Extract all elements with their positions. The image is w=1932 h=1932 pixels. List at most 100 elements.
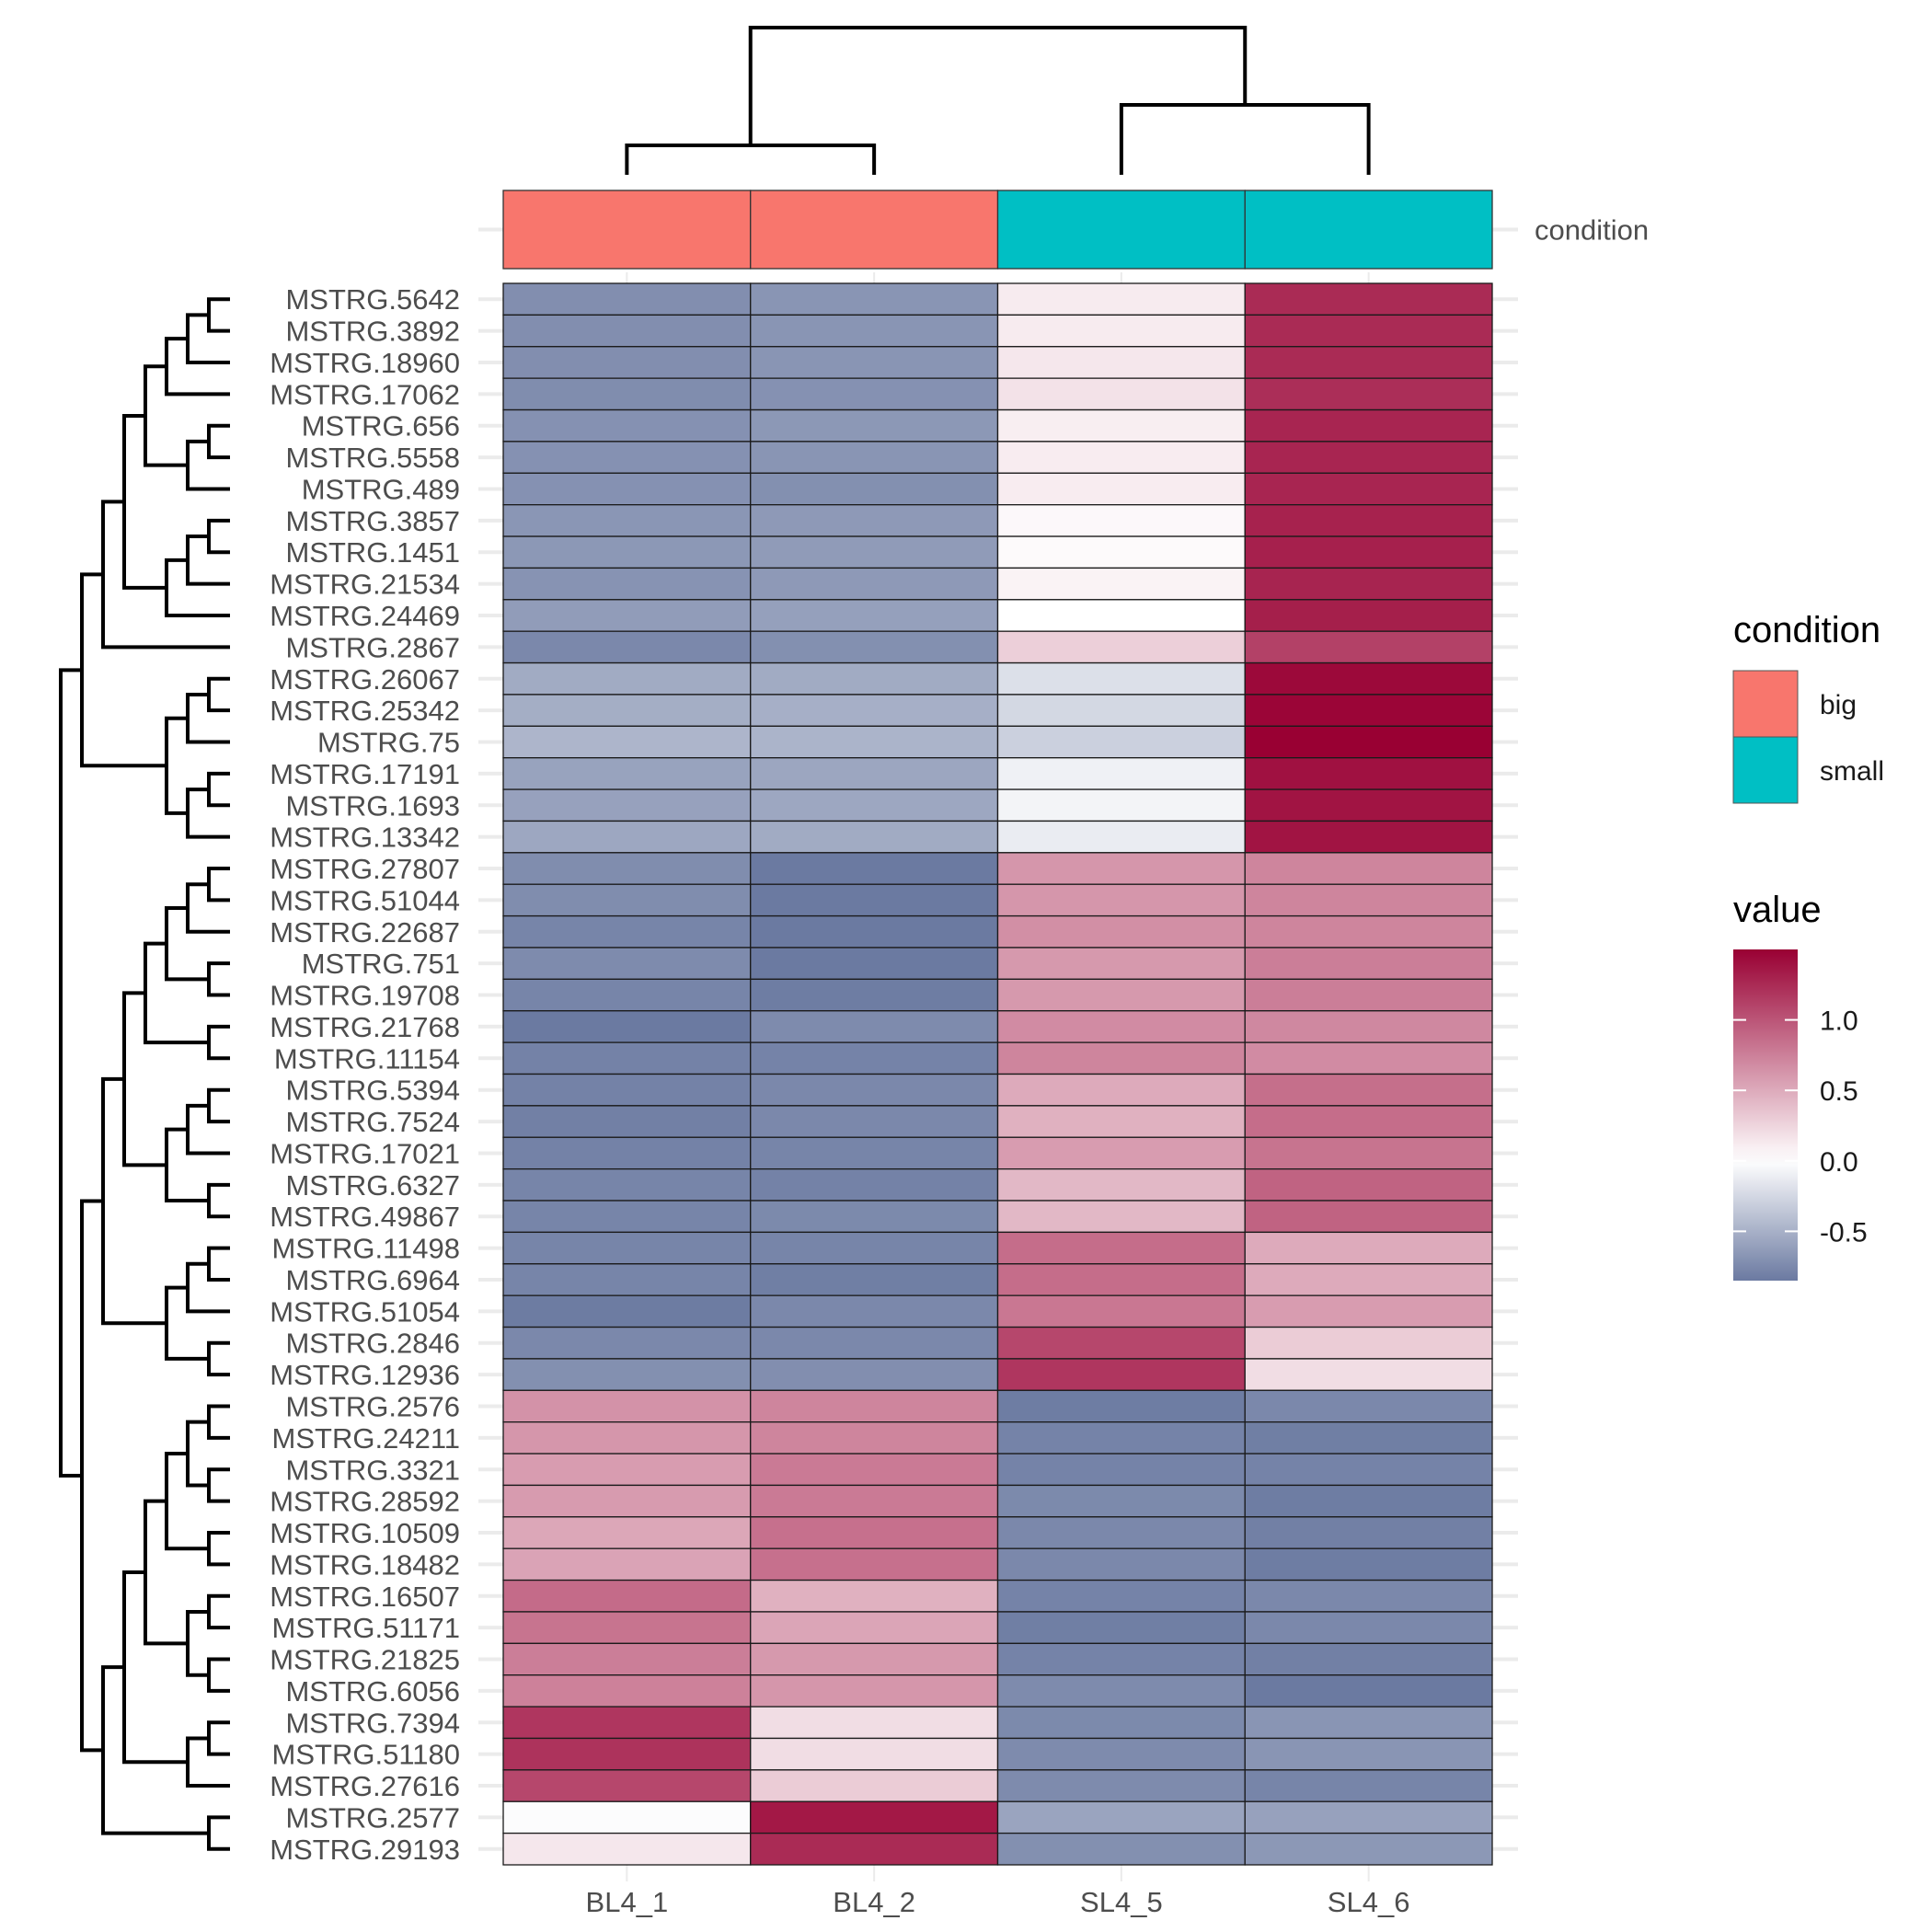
heatmap-cell [502,1105,752,1138]
heatmap-cell [1244,1136,1493,1170]
heatmap-cell [1244,725,1493,759]
row-label: MSTRG.11498 [272,1233,460,1265]
heatmap-cell [1244,346,1493,379]
row-label: MSTRG.5558 [285,442,460,474]
row-label: MSTRG.5642 [285,283,460,316]
heatmap-cell [750,1769,999,1802]
heatmap-cell [1244,504,1493,537]
condition-annotation-bar [502,190,1493,270]
heatmap-cell [1244,1800,1493,1834]
heatmap-cell [502,1453,752,1487]
heatmap-cell [502,947,752,981]
heatmap-cell [1244,978,1493,1012]
heatmap-cell [750,1484,999,1518]
heatmap-cell [996,1231,1246,1265]
heatmap-cell [1244,1453,1493,1487]
heatmap-cell [996,1358,1246,1391]
heatmap-cell [502,661,752,696]
row-label: MSTRG.26067 [270,663,460,696]
heatmap-cell [1244,1737,1493,1771]
heatmap-cell [502,377,752,411]
heatmap-cell [750,1737,999,1771]
heatmap-cell [750,314,999,348]
dendrogram-branch [122,1570,188,1765]
dendrogram-branch [207,1657,230,1693]
dendrogram-branch [101,1665,209,1835]
dendrogram-branch [207,1246,230,1282]
heatmap-cell [996,1136,1246,1170]
heatmap-cell [750,567,999,601]
heatmap-cell [502,820,752,854]
heatmap-cell [502,1769,752,1802]
heatmap-cell [996,472,1246,506]
row-label: MSTRG.17191 [270,758,460,790]
heatmap-cell [750,1516,999,1549]
heatmap-cell [1244,408,1493,443]
heatmap-cell [502,346,752,379]
heatmap-cell [1244,1326,1493,1360]
heatmap-cell [750,1294,999,1328]
heatmap-cell [996,694,1246,727]
heatmap-cell [502,694,752,727]
heatmap-cell [996,1294,1246,1328]
heatmap-cell [502,1010,752,1043]
heatmap-cell [1244,1294,1493,1328]
heatmap-cell [996,282,1246,316]
heatmap-cell [1244,1769,1493,1802]
dendrogram-branch [748,26,1248,145]
heatmap-cell [502,282,752,316]
row-label: MSTRG.28592 [270,1486,460,1518]
heatmap-cell [750,883,999,917]
colorbar-tick-label: -0.5 [1820,1217,1868,1248]
heatmap-cell [502,1706,752,1740]
column-labels: BL4_1 BL4_2 SL4_5 SL4_6 [586,1886,1410,1918]
row-label: MSTRG.24469 [270,600,460,632]
legend: condition big small value 1.0 0.5 0.0 -0.5 [1732,610,1884,1281]
row-label: MSTRG.21768 [270,1011,460,1043]
heatmap-cell [996,1706,1246,1740]
row-label: MSTRG.2846 [285,1328,460,1360]
heatmap-cell [502,1073,752,1107]
heatmap-cell [996,535,1246,569]
heatmap-cell [750,504,999,537]
heatmap-cell [996,1073,1246,1107]
heatmap-cell [750,725,999,759]
heatmap-cell [750,1167,999,1202]
dendrogram-branch [625,144,877,175]
annotation-cell-big [502,190,752,270]
heatmap-cell [502,978,752,1012]
row-label: MSTRG.75 [317,727,460,759]
heatmap-cell [502,1231,752,1265]
heatmap-cell [1244,1358,1493,1391]
row-label: MSTRG.656 [302,410,460,443]
heatmap-cell [996,567,1246,601]
heatmap-cell [996,1326,1246,1360]
heatmap-cell [750,377,999,411]
heatmap-cell [502,1547,752,1581]
dendrogram-branch [186,1609,209,1677]
heatmap-cell [996,820,1246,854]
heatmap-cell [1244,1484,1493,1518]
legend-condition-items: big small [1732,670,1884,804]
heatmap-cell [502,852,752,885]
heatmap-cell [1244,441,1493,474]
dendrogram-branch [207,423,230,460]
row-label: MSTRG.11154 [274,1042,460,1075]
row-label: MSTRG.751 [302,948,460,980]
row-label: MSTRG.18960 [270,347,460,379]
heatmap-cell [1244,852,1493,885]
heatmap-cell [750,914,999,949]
legend-swatch-big [1732,670,1799,738]
column-dendrogram [625,26,1371,175]
heatmap-cell [1244,282,1493,316]
heatmap-cell [502,567,752,601]
heatmap-cell [750,1073,999,1107]
heatmap-cell [996,1105,1246,1138]
heatmap-cell [996,408,1246,443]
heatmap-cell [1244,1516,1493,1549]
heatmap-cell [1244,1231,1493,1265]
dendrogram-branch [186,1420,209,1488]
heatmap-cell [1244,630,1493,664]
heatmap-cell [750,1611,999,1644]
